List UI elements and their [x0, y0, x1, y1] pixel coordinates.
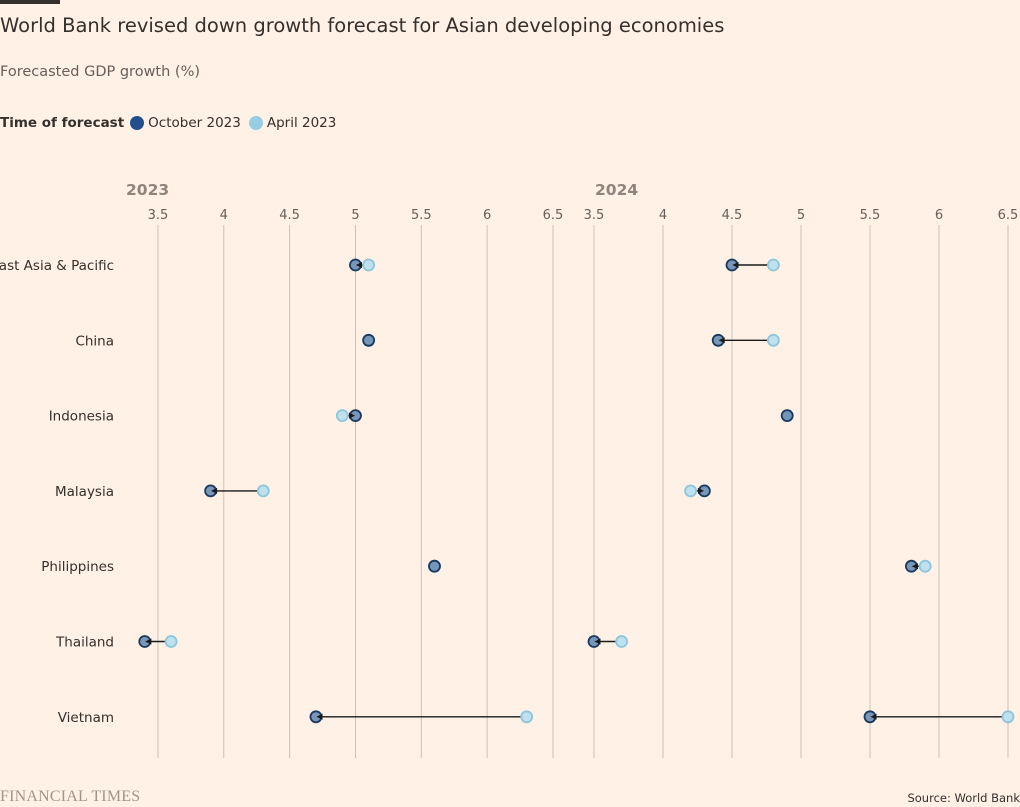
- point-april-2023: [767, 258, 780, 272]
- point-april-2023: [615, 635, 628, 648]
- legend-label-october: October 2023: [148, 115, 241, 131]
- source-note: Source: World Bank: [907, 791, 1020, 805]
- legend-label-april: April 2023: [266, 115, 337, 131]
- category-label: China: [75, 333, 114, 349]
- x-tick-label: 4.5: [722, 208, 743, 223]
- point-april-2023: [684, 484, 697, 498]
- dumbbell-chart: 2023 3.5 4 4.5 5 5.5 6 6.5 2024 3.5 4 4.5 5 5.5 6 6.5 Ea…: [0, 181, 1019, 758]
- arrow-tip: [697, 487, 704, 494]
- legend-swatch-april: [248, 116, 263, 130]
- category-label: Malaysia: [55, 484, 114, 500]
- x-tick-label: 6: [483, 208, 491, 223]
- x-tick-label: 5: [351, 208, 359, 223]
- legend: Time of forecast October 2023 April 2023: [0, 115, 344, 131]
- x-tick-label: 6.5: [998, 208, 1019, 223]
- category-label: East Asia & Pacific: [0, 258, 114, 274]
- legend-swatch-october: [130, 116, 145, 130]
- point-april-2023: [767, 333, 780, 347]
- x-tick-label: 4.5: [279, 208, 300, 223]
- point-april-2023: [335, 409, 349, 423]
- x-tick-label: 5.5: [860, 208, 881, 223]
- x-tick-label: 6: [935, 208, 943, 223]
- legend-title: Time of forecast: [0, 115, 125, 131]
- arrow-tip: [870, 713, 877, 720]
- category-label: Vietnam: [58, 710, 114, 726]
- arrow-tip: [718, 337, 725, 344]
- point-april-2023: [362, 258, 376, 272]
- arrow-tip: [594, 638, 601, 645]
- x-tick-label: 4: [220, 208, 228, 223]
- arrow-tip: [211, 487, 218, 494]
- point-october-2023: [780, 409, 794, 423]
- panel-title: 2023: [126, 181, 169, 199]
- arrow-tip: [145, 638, 152, 645]
- point-april-2023: [918, 559, 932, 573]
- chart-title: World Bank revised down growth forecast …: [0, 14, 725, 37]
- point-october-2023: [428, 559, 441, 573]
- x-tick-label: 3.5: [148, 208, 169, 223]
- arrow-tip: [316, 713, 323, 720]
- ft-logo: FINANCIAL TIMES: [0, 788, 141, 805]
- x-tick-label: 5: [797, 208, 805, 223]
- x-tick-label: 5.5: [411, 208, 432, 223]
- point-april-2023: [520, 710, 534, 724]
- panel-title: 2024: [595, 181, 638, 199]
- chart-subtitle: Forecasted GDP growth (%): [0, 64, 200, 80]
- arrow-tip: [348, 412, 355, 419]
- point-april-2023: [164, 635, 178, 648]
- category-label: Philippines: [41, 559, 114, 575]
- arrow-tip: [911, 563, 918, 570]
- ft-accent-bar: [0, 0, 60, 4]
- point-april-2023: [256, 484, 270, 498]
- category-label: Thailand: [55, 635, 114, 651]
- x-tick-label: 4: [659, 208, 667, 223]
- arrow-tip: [355, 262, 362, 268]
- arrow-tip: [732, 262, 739, 268]
- x-tick-label: 6.5: [543, 208, 564, 223]
- category-label: Indonesia: [49, 409, 114, 425]
- point-april-2023: [1001, 710, 1015, 724]
- x-tick-label: 3.5: [584, 208, 605, 223]
- point-october-2023: [362, 333, 376, 347]
